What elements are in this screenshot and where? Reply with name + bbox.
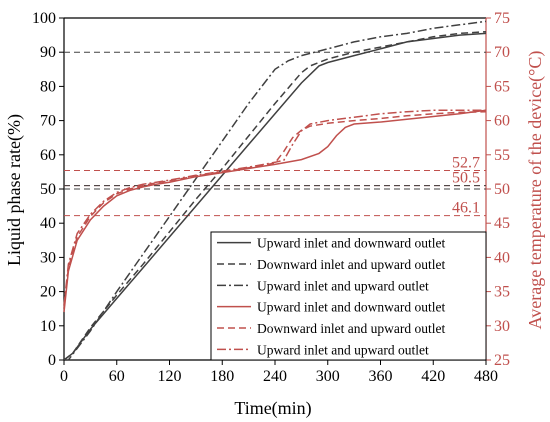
legend-label: Downward inlet and upward outlet <box>257 257 445 272</box>
reference-label: 50.5 <box>452 170 480 187</box>
x-tick-label: 300 <box>316 368 340 385</box>
y-right-tick-label: 35 <box>494 284 510 301</box>
legend-label: Downward inlet and upward outlet <box>257 321 445 336</box>
y-right-tick-label: 25 <box>494 352 510 369</box>
series-line <box>63 109 486 306</box>
y-left-tick-label: 30 <box>40 249 56 266</box>
y-right-tick-label: 55 <box>494 147 510 164</box>
legend-box <box>210 231 487 361</box>
y-left-tick-label: 70 <box>40 113 56 130</box>
x-tick-label: 240 <box>263 368 287 385</box>
reference-label: 46.1 <box>452 200 480 217</box>
y-right-tick-label: 50 <box>494 181 510 198</box>
x-axis: 0 60 120 180 240 300 360 420 480 <box>60 360 498 385</box>
reference-label: 52.7 <box>452 155 480 172</box>
y-left-tick-label: 10 <box>40 318 56 335</box>
x-tick-label: 120 <box>158 368 182 385</box>
y-left-tick-label: 50 <box>40 181 56 198</box>
y-axis-right-title: Average temperature of the device(°C) <box>525 51 546 330</box>
reference-lines <box>64 51 486 217</box>
legend-label: Upward inlet and upward outlet <box>257 278 429 293</box>
x-tick-label: 180 <box>210 368 234 385</box>
y-right-tick-label: 45 <box>494 215 510 232</box>
x-tick-label: 420 <box>421 368 445 385</box>
x-axis-title: Time(min) <box>234 398 311 419</box>
x-tick-label: 360 <box>369 368 393 385</box>
x-tick-label: 0 <box>60 368 68 385</box>
annotations: 52.750.5 46.1 <box>452 155 480 217</box>
series-lines <box>63 20 487 361</box>
right-axis: 25 30 35 40 45 50 55 60 65 70 75 <box>486 10 510 369</box>
series-line <box>63 110 487 309</box>
y-right-tick-label: 40 <box>494 249 510 266</box>
series-line <box>63 30 487 361</box>
legend: Upward inlet and downward outlet Downward… <box>210 231 487 361</box>
left-axis: 0 10 20 30 40 50 60 70 80 90 100 <box>32 10 64 369</box>
y-axis-left-title: Liquid phase rate(%) <box>4 114 25 266</box>
x-tick-label: 480 <box>474 368 498 385</box>
y-left-tick-label: 90 <box>40 44 56 61</box>
y-left-tick-label: 80 <box>40 78 56 95</box>
y-right-tick-label: 75 <box>494 10 510 27</box>
y-left-tick-label: 20 <box>40 284 56 301</box>
legend-label: Upward inlet and upward outlet <box>257 342 429 357</box>
y-left-tick-label: 100 <box>32 10 56 27</box>
x-tick-label: 60 <box>109 368 125 385</box>
y-left-tick-label: 60 <box>40 147 56 164</box>
y-left-tick-label: 40 <box>40 215 56 232</box>
y-right-tick-label: 30 <box>494 318 510 335</box>
legend-label: Upward inlet and downward outlet <box>257 236 445 251</box>
legend-label: Upward inlet and downward outlet <box>257 300 445 315</box>
y-right-tick-label: 70 <box>494 44 510 61</box>
y-left-tick-label: 0 <box>48 352 56 369</box>
series-line <box>64 20 487 361</box>
y-right-tick-label: 60 <box>494 113 510 130</box>
y-right-tick-label: 65 <box>494 78 510 95</box>
